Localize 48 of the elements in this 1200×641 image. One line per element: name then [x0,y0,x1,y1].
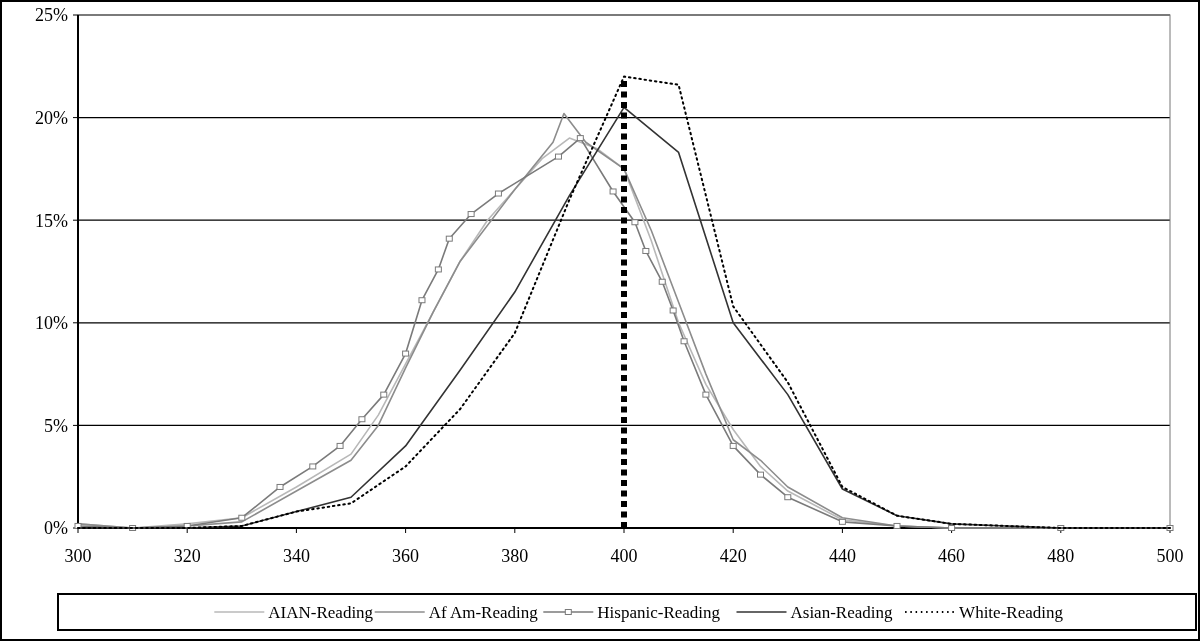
x-tick-label: 360 [392,546,420,566]
point [494,190,502,197]
point [380,391,388,398]
legend-label: Af Am-Reading [428,603,539,622]
point [554,153,562,160]
x-tick-label: 440 [828,546,856,566]
point [336,442,344,449]
y-tick-label: 10% [35,313,68,334]
legend-label: Hispanic-Reading [597,603,721,622]
point [642,247,650,254]
x-tick-label: 460 [938,546,966,566]
point [276,483,284,490]
point [680,338,688,345]
legend-label: AIAN-Reading [268,603,374,622]
point [358,416,366,423]
point [702,391,710,398]
x-tick-label: 420 [719,546,747,566]
point [418,297,426,304]
y-tick-label: 20% [35,107,68,128]
point [309,463,317,470]
point [402,350,410,357]
point [669,307,677,314]
point [445,235,453,242]
x-tick-label: 380 [501,546,529,566]
y-tick-label: 0% [44,518,68,539]
point [784,494,792,501]
point [658,278,666,285]
point [467,211,475,218]
point [238,514,246,521]
y-tick-label: 15% [35,210,68,231]
point [838,518,846,525]
x-tick-label: 500 [1156,546,1184,566]
x-tick-label: 300 [64,546,92,566]
point [434,266,442,273]
legend-label: Asian-Reading [790,603,893,622]
point [631,219,639,226]
point [729,442,737,449]
point [893,522,901,529]
point [609,188,617,195]
x-tick-label: 400 [610,546,638,566]
y-tick-label: 25% [35,5,68,26]
point [576,135,584,142]
x-tick-label: 480 [1047,546,1075,566]
legend-label: White-Reading [959,603,1064,622]
y-tick-label: 5% [44,415,68,436]
point [757,471,764,478]
x-tick-label: 340 [282,546,310,566]
x-tick-label: 320 [173,546,201,566]
